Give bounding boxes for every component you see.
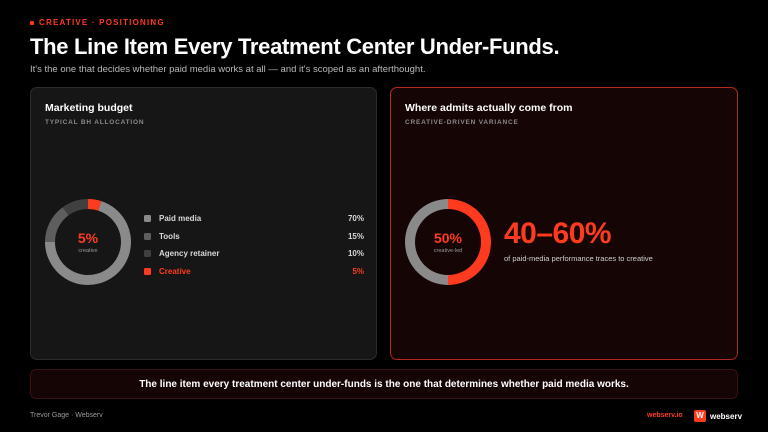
legend-value: 10%: [347, 249, 364, 259]
legend-value: 15%: [347, 231, 364, 241]
legend-swatch: [144, 250, 151, 258]
donut-segment-tools: [45, 207, 69, 242]
legend-label: Paid media: [159, 214, 202, 224]
big-stat: 40–60%: [504, 217, 612, 250]
legend-row-tools: Tools 15%: [144, 228, 364, 246]
variance-donut-caption: creative-led: [433, 247, 463, 254]
budget-legend: Paid media 70% Tools 15% Agency retainer…: [144, 210, 364, 280]
variance-card: Where admits actually come from CREATIVE…: [390, 87, 738, 360]
legend-value: 70%: [347, 214, 364, 224]
donut-segment-agency-retainer: [62, 199, 88, 216]
legend-swatch: [144, 232, 151, 240]
big-stat-caption: of paid-media performance traces to crea…: [504, 254, 653, 263]
donut-segment-creative-led: [448, 199, 491, 285]
variance-donut-chart: [405, 199, 491, 285]
budget-donut-pct: 5%: [77, 229, 99, 246]
donut-segment-other: [405, 199, 448, 285]
budget-card-subtitle: TYPICAL BH ALLOCATION: [45, 119, 145, 126]
legend-row-creative: Creative 5%: [144, 263, 364, 281]
legend-row-paid-media: Paid media 70%: [144, 210, 364, 228]
eyebrow: CREATIVE · POSITIONING: [30, 18, 165, 27]
budget-donut: 5% creative: [44, 198, 132, 286]
brand-name: webserv: [710, 411, 743, 421]
eyebrow-dot-icon: [30, 20, 34, 25]
footer-link[interactable]: webserv.io: [647, 412, 683, 419]
budget-donut-caption: creative: [78, 247, 98, 254]
legend-label: Agency retainer: [159, 249, 220, 259]
variance-card-subtitle: CREATIVE-DRIVEN VARIANCE: [405, 119, 519, 126]
brand: W webserv: [694, 410, 742, 422]
summary-banner-text: The line item every treatment center und…: [139, 378, 629, 390]
page-title: The Line Item Every Treatment Center Und…: [30, 34, 560, 59]
legend-swatch: [144, 215, 151, 223]
summary-banner: The line item every treatment center und…: [30, 369, 738, 399]
budget-card: Marketing budget TYPICAL BH ALLOCATION 5…: [30, 87, 377, 360]
eyebrow-text: CREATIVE · POSITIONING: [39, 18, 165, 27]
budget-card-title: Marketing budget: [45, 102, 133, 114]
brand-logo-icon: W: [694, 410, 706, 422]
legend-swatch: [144, 267, 151, 275]
variance-donut-pct: 50%: [433, 229, 463, 246]
legend-label: Creative: [159, 266, 191, 276]
legend-row-agency-retainer: Agency retainer 10%: [144, 245, 364, 263]
legend-label: Tools: [159, 231, 180, 241]
variance-donut: 50% creative-led: [404, 198, 492, 286]
page-subtitle: It's the one that decides whether paid m…: [30, 64, 426, 75]
budget-donut-chart: [45, 199, 131, 285]
legend-value: 5%: [352, 266, 364, 276]
variance-card-title: Where admits actually come from: [405, 102, 573, 114]
donut-segment-creative: [88, 199, 102, 211]
footer-author: Trevor Gage · Webserv: [30, 412, 103, 419]
